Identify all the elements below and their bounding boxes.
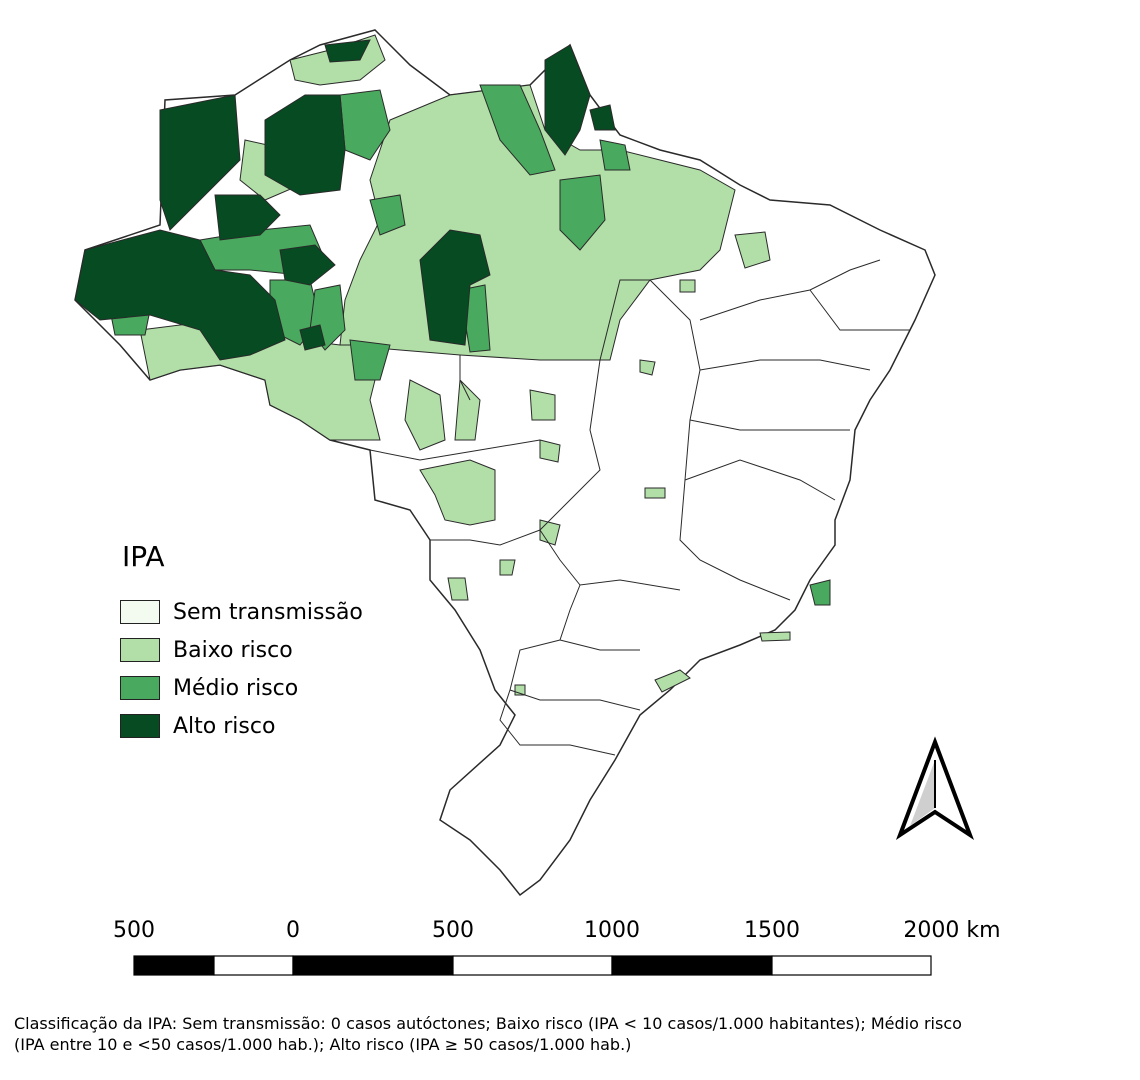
north-arrow-icon [895, 736, 975, 841]
caption-line-2: (IPA entre 10 e <50 casos/1.000 hab.); A… [14, 1035, 632, 1054]
legend-item-alto-risco: Alto risco [120, 707, 363, 745]
scale-label: 500 [432, 918, 474, 943]
scale-label: 1500 [744, 918, 800, 943]
legend-swatch [120, 638, 160, 662]
scale-label: 0 [286, 918, 300, 943]
scale-label: 1000 [584, 918, 640, 943]
legend-label: Médio risco [173, 675, 299, 701]
legend-item-baixo-risco: Baixo risco [120, 631, 363, 669]
map-caption: Classificação da IPA: Sem transmissão: 0… [14, 1013, 1124, 1055]
legend-label: Alto risco [173, 713, 276, 739]
legend-swatch [120, 714, 160, 738]
scale-bar [133, 955, 932, 976]
alto-risco-regions [74, 39, 616, 361]
legend-swatch [120, 676, 160, 700]
legend-item-medio-risco: Médio risco [120, 669, 363, 707]
scale-label: 500 [113, 918, 155, 943]
legend-swatch [120, 600, 160, 624]
legend: IPA Sem transmissão Baixo risco Médio ri… [120, 540, 363, 745]
caption-line-1: Classificação da IPA: Sem transmissão: 0… [14, 1014, 962, 1033]
legend-label: Baixo risco [173, 637, 293, 663]
baixo-risco-regions [139, 34, 791, 696]
legend-item-sem-transmissao: Sem transmissão [120, 593, 363, 631]
state-borders [369, 259, 910, 756]
legend-title: IPA [122, 540, 165, 573]
scale-label: 2000 km [903, 918, 1001, 943]
legend-label: Sem transmissão [173, 599, 363, 625]
